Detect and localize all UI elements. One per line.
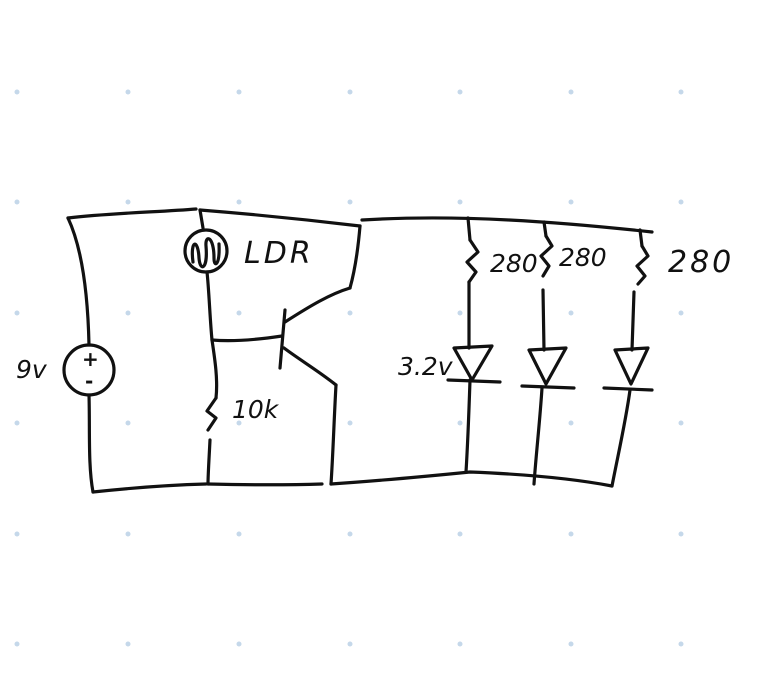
led-1-bar: [446, 378, 502, 384]
resistor-10k-label: 10k: [232, 395, 280, 424]
wire-left-upper: [66, 216, 91, 347]
grid-dot: [678, 531, 684, 537]
wire-branch3-mid: [630, 290, 636, 352]
grid-dot: [678, 199, 684, 205]
voltage-source-plus: +: [82, 347, 99, 371]
resistor-led-2: [539, 234, 554, 278]
led-1: [446, 344, 502, 384]
wire-branch1-bottom: [464, 378, 472, 474]
grid-dot: [14, 199, 20, 205]
grid-dot: [236, 89, 242, 95]
wire-top-left: [66, 207, 198, 220]
wire-collector-up: [348, 224, 362, 290]
grid-dot: [457, 89, 463, 95]
grid-dot: [347, 531, 353, 537]
wire-emitter-down: [329, 383, 338, 486]
grid-dot: [457, 531, 463, 537]
wire-top-middle: [198, 208, 362, 228]
resistor-led-1-label: 280: [490, 249, 538, 278]
wire-branch2-top: [542, 220, 548, 238]
transistor-base-bar: [278, 308, 287, 370]
wire-left-lower: [87, 393, 95, 494]
resistor-10k: [205, 396, 218, 432]
grid-dot: [568, 89, 574, 95]
wire-branch3-bottom: [610, 388, 632, 488]
led-1-body: [452, 344, 494, 382]
led-3-body: [613, 346, 650, 386]
grid-dot: [347, 420, 353, 426]
wire-ldr-bottom: [205, 270, 214, 342]
wire-branch2-bottom: [532, 386, 544, 486]
grid-dot: [678, 641, 684, 647]
led-3-bar: [602, 386, 654, 392]
grid-dot: [568, 531, 574, 537]
voltage-source-label: 9v: [16, 355, 48, 384]
voltage-source-minus: -: [85, 369, 93, 393]
grid-dot: [457, 199, 463, 205]
grid-dot: [125, 420, 131, 426]
wire-10k-top: [210, 338, 219, 400]
grid-dot: [568, 420, 574, 426]
grid-dot: [125, 641, 131, 647]
resistor-led-3: [635, 244, 650, 286]
wire-bottom-middle: [206, 482, 324, 487]
grid-dot: [236, 310, 242, 316]
grid-dot: [347, 89, 353, 95]
transistor-emitter: [282, 346, 338, 387]
resistor-led-3-label: 280: [668, 245, 734, 280]
wire-branch1-top: [466, 216, 472, 242]
grid-dot: [14, 531, 20, 537]
wire-branch3-top: [638, 228, 644, 248]
led-2: [520, 346, 576, 390]
resistor-led-1: [465, 238, 480, 284]
grid-dot: [125, 531, 131, 537]
grid-dot: [457, 420, 463, 426]
grid-dot: [678, 310, 684, 316]
grid-dot: [125, 310, 131, 316]
voltage-source: + -: [62, 343, 116, 397]
wire-bottom-right: [329, 470, 614, 488]
grid-dot: [14, 420, 20, 426]
wire-bottom-left: [91, 482, 208, 494]
led-2-bar: [520, 384, 576, 390]
grid-dot: [568, 641, 574, 647]
grid-dot: [347, 199, 353, 205]
grid-dot: [125, 199, 131, 205]
grid-dot: [568, 199, 574, 205]
led-2-body: [527, 346, 568, 386]
transistor: [278, 286, 352, 387]
grid-dot: [347, 641, 353, 647]
wire-base: [210, 334, 284, 343]
grid-dot: [457, 310, 463, 316]
ldr-label: LDR: [244, 236, 314, 271]
grid-dot: [125, 89, 131, 95]
resistor-led-2-label: 280: [559, 243, 607, 272]
ldr: [183, 228, 229, 274]
transistor-collector: [283, 286, 352, 324]
wire-10k-bottom: [206, 438, 212, 486]
wire-ldr-top: [198, 208, 205, 230]
grid-dot: [236, 199, 242, 205]
grid-dot: [14, 310, 20, 316]
led-3: [602, 346, 654, 392]
grid-dot: [678, 420, 684, 426]
led-voltage-label: 3.2v: [398, 352, 454, 381]
grid-dot: [236, 420, 242, 426]
grid-dot: [236, 531, 242, 537]
grid-dot: [457, 641, 463, 647]
grid-dot: [236, 641, 242, 647]
wire-top-right: [360, 216, 654, 234]
wire-branch2-mid: [541, 288, 546, 352]
grid-dot: [568, 310, 574, 316]
grid-dot: [347, 310, 353, 316]
grid-dots: [14, 89, 684, 647]
grid-dot: [14, 89, 20, 95]
ldr-zigzag: [190, 237, 221, 269]
grid-dot: [678, 89, 684, 95]
grid-dot: [14, 641, 20, 647]
